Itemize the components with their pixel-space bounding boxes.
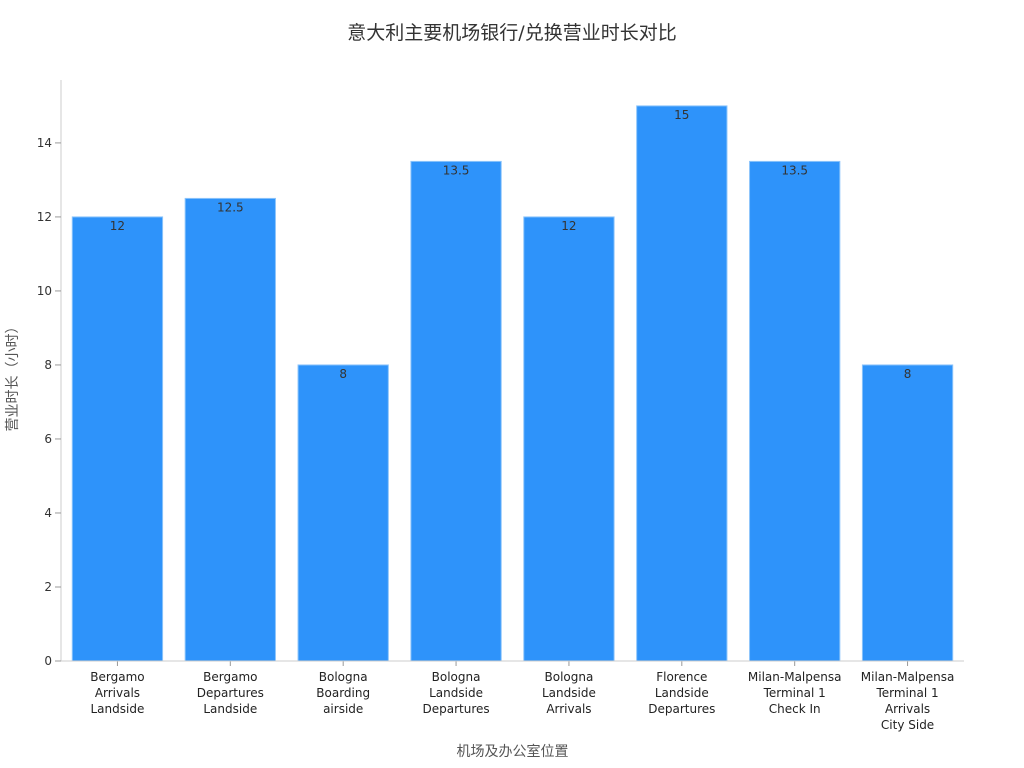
x-tick-label-line: Arrivals [95,686,140,700]
y-axis: 0 2 4 6 8 10 12 14 [37,80,62,668]
x-tick-label-6: Milan-Malpensa Terminal 1 Check In [748,670,842,716]
bars-group [71,105,954,662]
x-tick-label-0: Bergamo Arrivals Landside [90,670,144,716]
value-label-1: 12.5 [217,200,244,214]
value-label-2: 8 [339,367,347,381]
x-tick-label-line: Milan-Malpensa [861,670,955,684]
value-label-6: 13.5 [781,163,808,177]
y-tick-label-0: 0 [44,654,52,668]
value-label-7: 8 [904,367,912,381]
x-tick-label-line: Check In [769,702,821,716]
bar-0 [71,216,164,662]
chart-title: 意大利主要机场银行/兑换营业时长对比 [347,22,677,44]
y-tick-label-3: 6 [44,432,52,446]
bar-6 [749,160,841,662]
x-tick-label-line: Milan-Malpensa [748,670,842,684]
x-tick-label-line: Terminal 1 [763,686,826,700]
y-tick-label-2: 4 [44,506,52,520]
y-tick-label-6: 12 [37,210,52,224]
x-tick-label-line: Landside [203,702,257,716]
y-tick-label-5: 10 [37,284,52,298]
x-tick-label-line: Bergamo [90,670,144,684]
value-label-4: 12 [561,219,576,233]
bar-2 [297,364,389,662]
x-tick-label-line: Landside [542,686,596,700]
x-tick-label-line: airside [323,702,363,716]
x-tick-label-line: Departures [422,702,489,716]
x-tick-label-line: Bologna [432,670,481,684]
x-tick-label-line: Arrivals [885,702,930,716]
bar-1 [184,197,276,662]
x-tick-label-line: Departures [197,686,264,700]
x-axis: Bergamo Arrivals Landside Bergamo Departures… [61,660,964,732]
x-tick-label-5: Florence Landside Departures [648,670,715,716]
y-tick-label-7: 14 [37,136,52,150]
x-tick-label-line: Landside [429,686,483,700]
x-tick-label-line: Landside [91,702,145,716]
x-tick-label-line: City Side [881,718,934,732]
x-tick-label-7: Milan-Malpensa Terminal 1 Arrivals City Sid… [861,670,955,732]
x-axis-title: 机场及办公室位置 [457,743,569,760]
bar-5 [636,105,728,662]
x-tick-label-1: Bergamo Departures Landside [197,670,264,716]
bar-4 [523,216,615,662]
x-tick-label-line: Boarding [316,686,370,700]
value-label-0: 12 [110,219,125,233]
x-tick-label-2: Bologna Boarding airside [316,670,370,716]
x-tick-label-4: Bologna Landside Arrivals [542,670,596,716]
value-labels-group: 12 12.5 8 13.5 12 15 13.5 8 [110,108,912,381]
x-tick-label-line: Florence [656,670,707,684]
x-tick-label-line: Departures [648,702,715,716]
bar-3 [410,160,502,662]
x-tick-label-line: Arrivals [546,702,591,716]
x-tick-label-3: Bologna Landside Departures [422,670,489,716]
x-tick-label-line: Bergamo [203,670,257,684]
y-axis-title: 营业时长（小时） [5,320,21,432]
y-tick-label-4: 8 [44,358,52,372]
x-tick-label-line: Terminal 1 [875,686,938,700]
x-tick-label-line: Bologna [319,670,368,684]
x-tick-label-line: Landside [655,686,709,700]
x-tick-label-line: Bologna [545,670,594,684]
value-label-5: 15 [674,108,689,122]
bar-7 [861,364,954,662]
y-tick-label-1: 2 [44,580,52,594]
value-label-3: 13.5 [443,163,470,177]
